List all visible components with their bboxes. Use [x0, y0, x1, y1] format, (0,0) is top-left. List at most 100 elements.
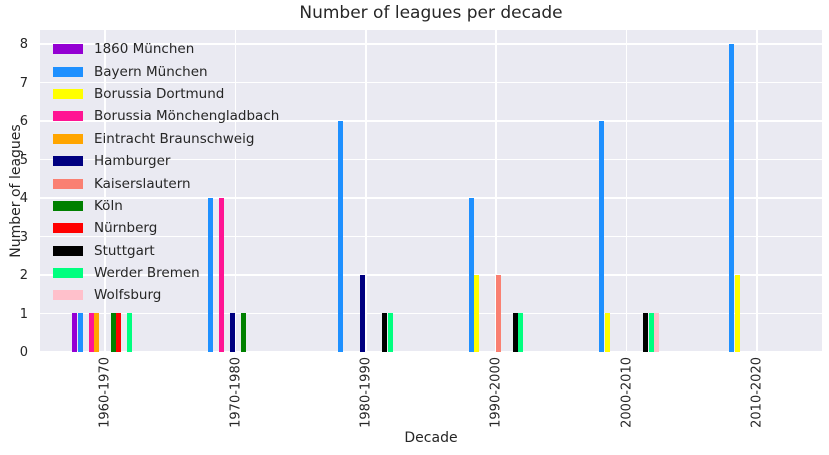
y-tick-label: 5: [19, 152, 28, 168]
legend-item: Köln: [53, 195, 279, 217]
legend-item: Werder Bremen: [53, 262, 279, 284]
plot-area: 1860 München Bayern München Borussia Dortm…: [40, 30, 822, 352]
legend-swatch: [53, 156, 83, 167]
legend-label: Werder Bremen: [94, 265, 200, 282]
legend-swatch: [53, 111, 83, 122]
bar-Köln: [110, 313, 116, 352]
legend-swatch: [53, 44, 83, 55]
bar-Nürnberg: [116, 313, 122, 352]
gridline-h: [40, 312, 822, 315]
gridline-v: [104, 30, 106, 352]
legend-swatch: [53, 290, 83, 301]
x-tick-label: 1970-1980: [228, 357, 243, 428]
y-tick-label: 8: [19, 37, 28, 52]
legend-swatch: [53, 223, 83, 234]
x-tick-label: 1980-1990: [358, 357, 373, 428]
legend-item: 1860 München: [53, 38, 279, 60]
gridline-v: [756, 30, 758, 352]
x-tick-label: 2000-2010: [619, 357, 634, 428]
legend-item: Eintracht Braunschweig: [53, 128, 279, 150]
gridline-v: [625, 30, 628, 352]
x-tick-text: 2000-2010: [619, 357, 634, 428]
bar-1860 München: [72, 313, 78, 352]
legend-swatch: [53, 133, 83, 144]
gridline-h: [40, 274, 822, 276]
bar-Köln: [241, 313, 246, 352]
legend-swatch: [53, 66, 83, 77]
legend-swatch: [53, 200, 83, 211]
bar-Kaiserslautern: [496, 275, 502, 352]
bar-Stuttgart: [643, 313, 648, 352]
y-tick-label: 6: [19, 114, 28, 129]
legend-label: Kaiserslautern: [94, 175, 191, 192]
gridline-h: [40, 120, 822, 122]
legend-label: Borussia Mönchengladbach: [94, 108, 280, 125]
bar-Hamburger: [360, 275, 366, 352]
legend-label: Hamburger: [94, 153, 171, 170]
y-tick-label: 1: [19, 306, 28, 322]
legend-label: Eintracht Braunschweig: [94, 130, 255, 147]
bar-Borussia Mönchengladbach: [88, 313, 94, 352]
legend-label: Wolfsburg: [94, 287, 162, 304]
y-tick-label: 7: [19, 75, 28, 91]
x-tick-text: 1960-1970: [97, 357, 113, 428]
legend-label: 1860 München: [94, 41, 195, 58]
y-tick-label: 4: [19, 191, 28, 206]
bar-Bayern München: [77, 313, 83, 352]
x-tick-text: 2010-2020: [749, 357, 765, 428]
x-tick-text: 1990-2000: [488, 357, 504, 428]
y-tick-label: 2: [19, 268, 28, 283]
legend-item: Kaiserslautern: [53, 172, 279, 194]
bar-Bayern München: [729, 44, 735, 352]
bar-Bayern München: [208, 198, 213, 352]
bar-Stuttgart: [512, 313, 518, 352]
y-tick-labels: 0 1 2 3 4 5 6 7 8: [0, 30, 34, 360]
bar-Werder Bremen: [387, 313, 393, 352]
legend-swatch: [53, 245, 83, 256]
bar-Werder Bremen: [648, 313, 654, 352]
legend-swatch: [53, 88, 83, 99]
legend-item: Borussia Dortmund: [53, 83, 279, 105]
y-tick-label: 3: [19, 229, 28, 245]
legend-item: Wolfsburg: [53, 284, 279, 306]
legend-label: Stuttgart: [94, 242, 155, 259]
legend: 1860 München Bayern München Borussia Dortm…: [53, 38, 279, 307]
gridline-v: [365, 30, 367, 352]
bar-Werder Bremen: [127, 313, 133, 352]
legend-label: Nürnberg: [94, 220, 158, 237]
bar-Borussia Dortmund: [474, 275, 480, 352]
bar-Borussia Dortmund: [604, 313, 610, 352]
bar-Eintracht Braunschweig: [94, 313, 100, 352]
x-axis-label: Decade: [404, 430, 458, 446]
x-tick-label: 1960-1970: [98, 357, 113, 428]
legend-item: Bayern München: [53, 60, 279, 82]
x-tick-label: 1990-2000: [489, 357, 504, 428]
gridline-h: [40, 158, 822, 161]
x-tick-labels: 1960-1970 1970-1980 1980-1990 1990-2000 2000…: [40, 357, 822, 429]
gridline-h: [40, 43, 822, 45]
bar-Borussia Dortmund: [734, 275, 740, 352]
legend-item: Stuttgart: [53, 240, 279, 262]
bar-Bayern München: [599, 121, 604, 352]
bar-Wolfsburg: [654, 313, 659, 352]
x-tick-label: 2010-2020: [749, 357, 764, 428]
legend-swatch: [53, 268, 83, 279]
x-tick-text: 1970-1980: [228, 357, 243, 428]
legend-item: Hamburger: [53, 150, 279, 172]
bar-Werder Bremen: [518, 313, 524, 352]
bar-Bayern München: [338, 121, 344, 352]
bar-Bayern München: [468, 198, 474, 352]
bar-Hamburger: [230, 313, 235, 352]
legend-label: Borussia Dortmund: [94, 85, 225, 102]
bar-Stuttgart: [382, 313, 388, 352]
legend-swatch: [53, 178, 83, 189]
bar-Borussia Mönchengladbach: [219, 198, 224, 352]
chart-title: Number of leagues per decade: [299, 3, 563, 23]
gridline-v: [495, 30, 497, 352]
gridline-h: [40, 350, 822, 352]
legend-item: Nürnberg: [53, 217, 279, 239]
y-tick-label: 0: [19, 345, 28, 360]
legend-item: Borussia Mönchengladbach: [53, 105, 279, 127]
legend-label: Köln: [94, 197, 123, 214]
